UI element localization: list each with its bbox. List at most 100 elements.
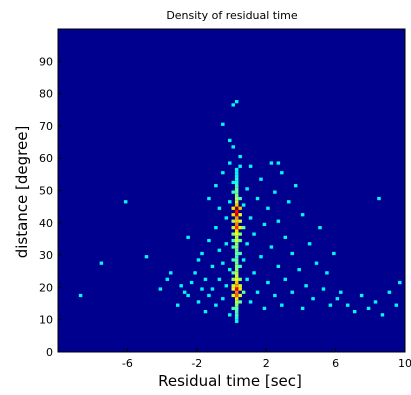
density-cell — [238, 154, 242, 159]
density-cell — [231, 206, 235, 210]
density-cell — [262, 222, 267, 227]
density-cell — [273, 293, 277, 298]
density-cell — [255, 290, 260, 294]
density-cell — [262, 306, 267, 311]
density-cell — [238, 293, 242, 298]
density-cell — [293, 184, 298, 188]
density-cell — [221, 297, 225, 301]
density-cell — [217, 248, 222, 252]
density-cell — [373, 300, 378, 304]
y-tick-label: 10 — [39, 314, 53, 327]
density-cell — [238, 284, 242, 288]
x-tick-label: 10 — [398, 357, 411, 370]
density-cell — [234, 245, 239, 249]
density-cell — [234, 238, 239, 243]
density-cell — [234, 184, 239, 188]
density-cell — [234, 316, 239, 320]
density-cell — [231, 287, 235, 291]
density-cell — [203, 310, 208, 314]
density-cell — [210, 287, 215, 291]
density-cell — [203, 277, 208, 281]
density-cell — [214, 184, 218, 188]
density-cell — [234, 313, 239, 317]
density-cell — [179, 284, 183, 288]
density-cell — [231, 245, 235, 249]
chart-title: Density of residual time — [166, 9, 298, 22]
density-cell — [217, 277, 222, 281]
density-cell — [200, 251, 204, 256]
density-cell — [231, 145, 235, 149]
density-cell — [234, 306, 239, 311]
density-cell — [234, 297, 239, 301]
density-cell — [234, 255, 239, 259]
density-cell — [234, 216, 239, 220]
density-cell — [234, 193, 239, 197]
density-cell — [221, 122, 225, 126]
density-cell — [234, 171, 239, 175]
density-cell — [398, 280, 402, 285]
density-cell — [231, 180, 235, 185]
density-cell — [234, 235, 239, 239]
density-cell — [224, 284, 229, 288]
density-cell — [234, 226, 239, 230]
density-cell — [234, 242, 239, 246]
density-cell — [175, 303, 180, 307]
density-cell — [196, 258, 201, 262]
density-cell — [238, 196, 242, 201]
y-axis-label: distance [degree] — [13, 126, 31, 259]
density-cell — [234, 248, 239, 252]
density-cell — [224, 242, 229, 246]
density-cell — [193, 271, 197, 275]
density-cell — [207, 293, 211, 298]
density-cell — [234, 167, 239, 172]
density-cells — [78, 100, 402, 323]
density-cell — [123, 200, 128, 204]
x-tick-label: 2 — [263, 357, 270, 370]
y-axis-ticks: 0 10 20 30 40 50 60 70 80 90 — [39, 55, 62, 359]
density-cell — [99, 261, 104, 265]
density-cell — [228, 138, 232, 143]
density-cell — [234, 287, 239, 291]
density-cell — [234, 303, 239, 307]
density-cell — [234, 222, 239, 227]
density-cell — [234, 187, 239, 191]
density-cell — [314, 261, 319, 265]
density-cell — [234, 319, 239, 323]
density-cell — [189, 280, 194, 285]
density-cell — [241, 226, 246, 230]
density-cell — [307, 242, 312, 246]
density-cell — [276, 219, 281, 223]
density-cell — [234, 264, 239, 269]
density-cell — [210, 264, 215, 269]
density-cell — [231, 103, 235, 107]
density-cell — [238, 277, 242, 281]
density-cell — [234, 196, 239, 201]
density-cell — [234, 209, 239, 214]
density-cell — [234, 261, 239, 265]
density-cell — [228, 268, 232, 272]
density-cell — [231, 284, 235, 288]
density-cell — [144, 255, 149, 259]
density-cell — [231, 277, 235, 281]
density-cell — [231, 190, 235, 194]
density-cell — [234, 229, 239, 233]
density-cell — [241, 290, 246, 294]
density-cell — [228, 161, 232, 165]
density-cell — [238, 251, 242, 256]
density-cell — [234, 258, 239, 262]
density-cell — [266, 280, 270, 285]
density-cell — [287, 200, 291, 204]
density-cell — [196, 300, 201, 304]
density-cell — [387, 290, 392, 294]
density-cell — [266, 206, 270, 210]
density-cell — [234, 271, 239, 275]
density-cell — [234, 206, 239, 210]
density-cell — [234, 203, 239, 207]
density-cell — [269, 245, 274, 249]
density-cell — [165, 277, 170, 281]
density-cell — [238, 264, 242, 269]
density-cell — [283, 235, 288, 239]
density-cell — [217, 206, 222, 210]
y-tick-label: 0 — [46, 346, 53, 359]
density-cell — [290, 290, 294, 294]
